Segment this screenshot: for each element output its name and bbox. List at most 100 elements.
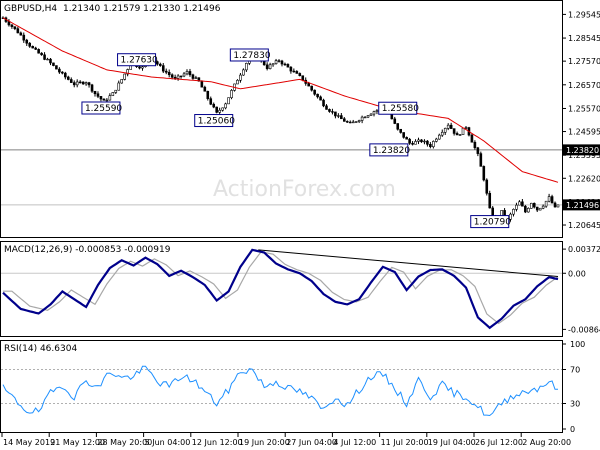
candle-body: [417, 139, 420, 142]
price-tick-label: 1.25570: [568, 104, 600, 113]
candle-body: [420, 139, 423, 143]
macd-tick-label: 0.00: [568, 269, 586, 278]
candle-body: [491, 207, 495, 217]
candle-body: [532, 202, 536, 208]
candle-body: [84, 82, 88, 85]
annotation-label: 1.25580: [382, 104, 419, 114]
rsi-axis: 100 70 30 0: [562, 340, 585, 434]
annotation-box: [81, 101, 121, 115]
candle-body: [524, 205, 527, 213]
candle-body: [224, 103, 227, 109]
candle-body: [218, 109, 221, 113]
candle-body: [449, 124, 453, 129]
candle-body: [55, 65, 58, 70]
candle-body: [245, 63, 248, 71]
candle-body: [93, 90, 97, 95]
date-label: 27 Jun 04:00: [286, 438, 337, 447]
moving-average-line: [2, 17, 559, 183]
date-label: 19 Jun 20:00: [239, 438, 290, 447]
candle-body: [280, 60, 284, 65]
candle-body: [437, 134, 441, 140]
candle-body: [518, 201, 521, 206]
macd-header: MACD(12,26,9) -0.000853 -0.000919: [4, 245, 171, 255]
candle-body: [52, 62, 55, 66]
candle-body: [236, 79, 239, 85]
candle-body: [242, 69, 245, 76]
candle-body: [429, 144, 432, 148]
candle-body: [286, 64, 290, 68]
candle-body: [452, 128, 456, 134]
price-tick-label: 1.20645: [568, 221, 600, 230]
candle-body: [366, 115, 370, 118]
candle-body: [556, 204, 560, 208]
candle-body: [310, 85, 313, 91]
candle-body: [81, 81, 85, 85]
price-tick-label: 1.22620: [568, 174, 600, 183]
candle-body: [357, 120, 361, 122]
candle-body: [114, 89, 118, 93]
candle-body: [274, 60, 278, 64]
price-tick-label: 1.26570: [568, 81, 600, 90]
annotation-label: 1.25060: [198, 117, 235, 127]
candle-body: [209, 98, 213, 105]
candle-body: [354, 121, 358, 123]
candle-body: [167, 71, 171, 76]
candle-body: [375, 110, 379, 112]
candle-body: [482, 166, 486, 181]
rsi-panel-frame: [0, 340, 563, 433]
candle-body: [351, 121, 355, 124]
candle-body: [156, 61, 159, 65]
candle-body: [348, 121, 352, 124]
candle-body: [488, 192, 492, 209]
candle-body: [301, 75, 305, 81]
candle-body: [446, 124, 450, 129]
candle-body: [432, 141, 435, 148]
candle-body: [345, 121, 349, 123]
date-label: 2 Aug 20:00: [522, 438, 571, 447]
candle-body: [455, 133, 459, 136]
candle-body: [509, 213, 512, 220]
candle-body: [443, 128, 447, 133]
candle-body: [188, 71, 192, 76]
candle-body: [43, 54, 46, 60]
candle-body: [334, 111, 337, 117]
annotation-box: [369, 143, 409, 157]
annotation-label: 1.23820: [373, 146, 410, 156]
candle-body: [292, 70, 296, 73]
candle-body: [46, 58, 49, 61]
candle-body: [19, 32, 23, 36]
macd-axis: 0.003722 0.00 -0.008643: [562, 245, 600, 334]
candle-body: [529, 202, 533, 209]
candle-body: [544, 200, 548, 207]
candle-body: [408, 138, 411, 144]
date-label: 11 Jul 20:00: [381, 438, 429, 447]
candle-body: [458, 134, 462, 136]
candle-body: [396, 123, 400, 130]
candle-body: [75, 81, 79, 86]
candle-body: [191, 74, 195, 79]
candle-body: [111, 92, 115, 97]
candle-body: [120, 79, 124, 84]
candle-body: [176, 75, 180, 79]
candle-body: [440, 131, 444, 136]
price-panel-frame: [0, 0, 563, 238]
candle-body: [399, 128, 403, 133]
candle-body: [64, 72, 67, 78]
candle-body: [411, 142, 414, 145]
candle-body: [553, 202, 557, 208]
candle-body: [476, 147, 480, 154]
candle-body: [470, 134, 474, 143]
candle-body: [72, 82, 76, 86]
candle-body: [161, 65, 165, 72]
candle-body: [435, 138, 438, 142]
candle-body: [99, 96, 103, 100]
candle-body: [215, 106, 218, 113]
macd-tick-label: -0.008643: [568, 325, 600, 334]
candle-body: [343, 118, 346, 122]
candle-body: [34, 47, 37, 50]
rsi-line: [2, 365, 558, 417]
macd-panel-frame: [0, 241, 563, 337]
rsi-header: RSI(14) 46.6304: [4, 344, 77, 354]
